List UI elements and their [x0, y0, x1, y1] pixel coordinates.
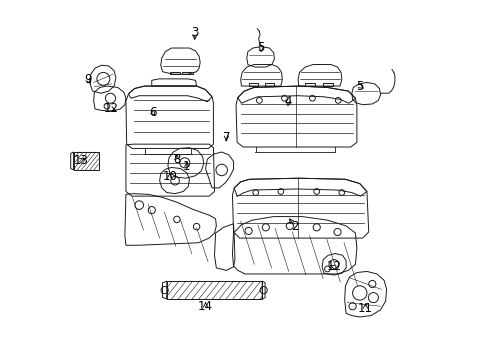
Text: 1: 1: [183, 160, 191, 173]
Text: 2: 2: [292, 220, 299, 233]
Text: 6: 6: [149, 106, 156, 119]
Text: 9: 9: [84, 73, 92, 86]
Text: 8: 8: [173, 153, 180, 166]
Text: 4: 4: [284, 95, 292, 108]
Text: 12: 12: [326, 260, 342, 273]
Text: 12: 12: [104, 103, 119, 116]
Text: 5: 5: [356, 80, 364, 93]
Text: 11: 11: [358, 302, 373, 315]
Text: 3: 3: [191, 27, 198, 40]
Text: 14: 14: [198, 300, 213, 313]
Text: 5: 5: [257, 41, 265, 54]
Text: 13: 13: [74, 154, 88, 167]
Text: 7: 7: [222, 131, 230, 144]
Text: 10: 10: [162, 170, 177, 183]
